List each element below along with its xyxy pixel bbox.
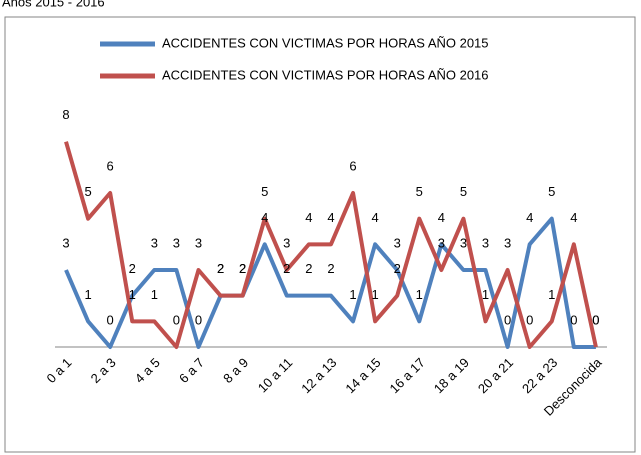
data-label: 0 <box>107 312 114 327</box>
data-label: 0 <box>526 312 533 327</box>
data-label: 2 <box>239 261 246 276</box>
data-label: 2 <box>283 261 290 276</box>
data-label: 3 <box>195 235 202 250</box>
data-label: 4 <box>570 210 577 225</box>
data-label: 5 <box>84 184 91 199</box>
data-label: 2 <box>129 261 136 276</box>
data-label: 1 <box>548 287 555 302</box>
data-label: 0 <box>592 312 599 327</box>
data-label: 3 <box>62 235 69 250</box>
series-line <box>64 216 596 349</box>
data-label: 4 <box>372 210 379 225</box>
data-label: 2 <box>394 261 401 276</box>
data-label: 8 <box>62 107 69 122</box>
data-label: 1 <box>151 287 158 302</box>
data-label: 1 <box>372 287 379 302</box>
data-label: 2 <box>239 261 246 276</box>
data-label: 0 <box>570 312 577 327</box>
legend-label: ACCIDENTES CON VICTIMAS POR HORAS AÑO 20… <box>162 35 489 50</box>
data-label: 0 <box>173 312 180 327</box>
data-label: 3 <box>504 235 511 250</box>
data-label: 3 <box>283 235 290 250</box>
data-label: 4 <box>438 210 445 225</box>
data-label: 3 <box>438 235 445 250</box>
data-label: 4 <box>526 210 533 225</box>
data-label: 5 <box>548 184 555 199</box>
data-label: 5 <box>416 184 423 199</box>
data-label: 0 <box>592 312 599 327</box>
series-line <box>64 141 598 349</box>
data-label: 2 <box>327 261 334 276</box>
data-label: 2 <box>217 261 224 276</box>
data-label: 4 <box>305 210 312 225</box>
data-label: 4 <box>327 210 334 225</box>
data-label: 2 <box>217 261 224 276</box>
data-label: 6 <box>349 158 356 173</box>
data-label: 3 <box>173 235 180 250</box>
data-label: 0 <box>195 312 202 327</box>
data-label: 0 <box>504 312 511 327</box>
data-label: 1 <box>482 287 489 302</box>
data-label: 1 <box>416 287 423 302</box>
data-label: 3 <box>460 235 467 250</box>
chart-frame <box>4 16 636 453</box>
data-label: 3 <box>482 235 489 250</box>
data-label: 1 <box>349 287 356 302</box>
data-label: 1 <box>84 287 91 302</box>
data-label: 3 <box>394 235 401 250</box>
data-label: 6 <box>107 158 114 173</box>
data-label: 5 <box>261 184 268 199</box>
legend-label: ACCIDENTES CON VICTIMAS POR HORAS AÑO 20… <box>162 67 489 82</box>
chart-title: Años 2015 - 2016 <box>2 0 105 9</box>
data-label: 2 <box>305 261 312 276</box>
data-label: 5 <box>460 184 467 199</box>
data-label: 1 <box>129 287 136 302</box>
data-label: 4 <box>261 210 268 225</box>
data-label: 3 <box>151 235 158 250</box>
